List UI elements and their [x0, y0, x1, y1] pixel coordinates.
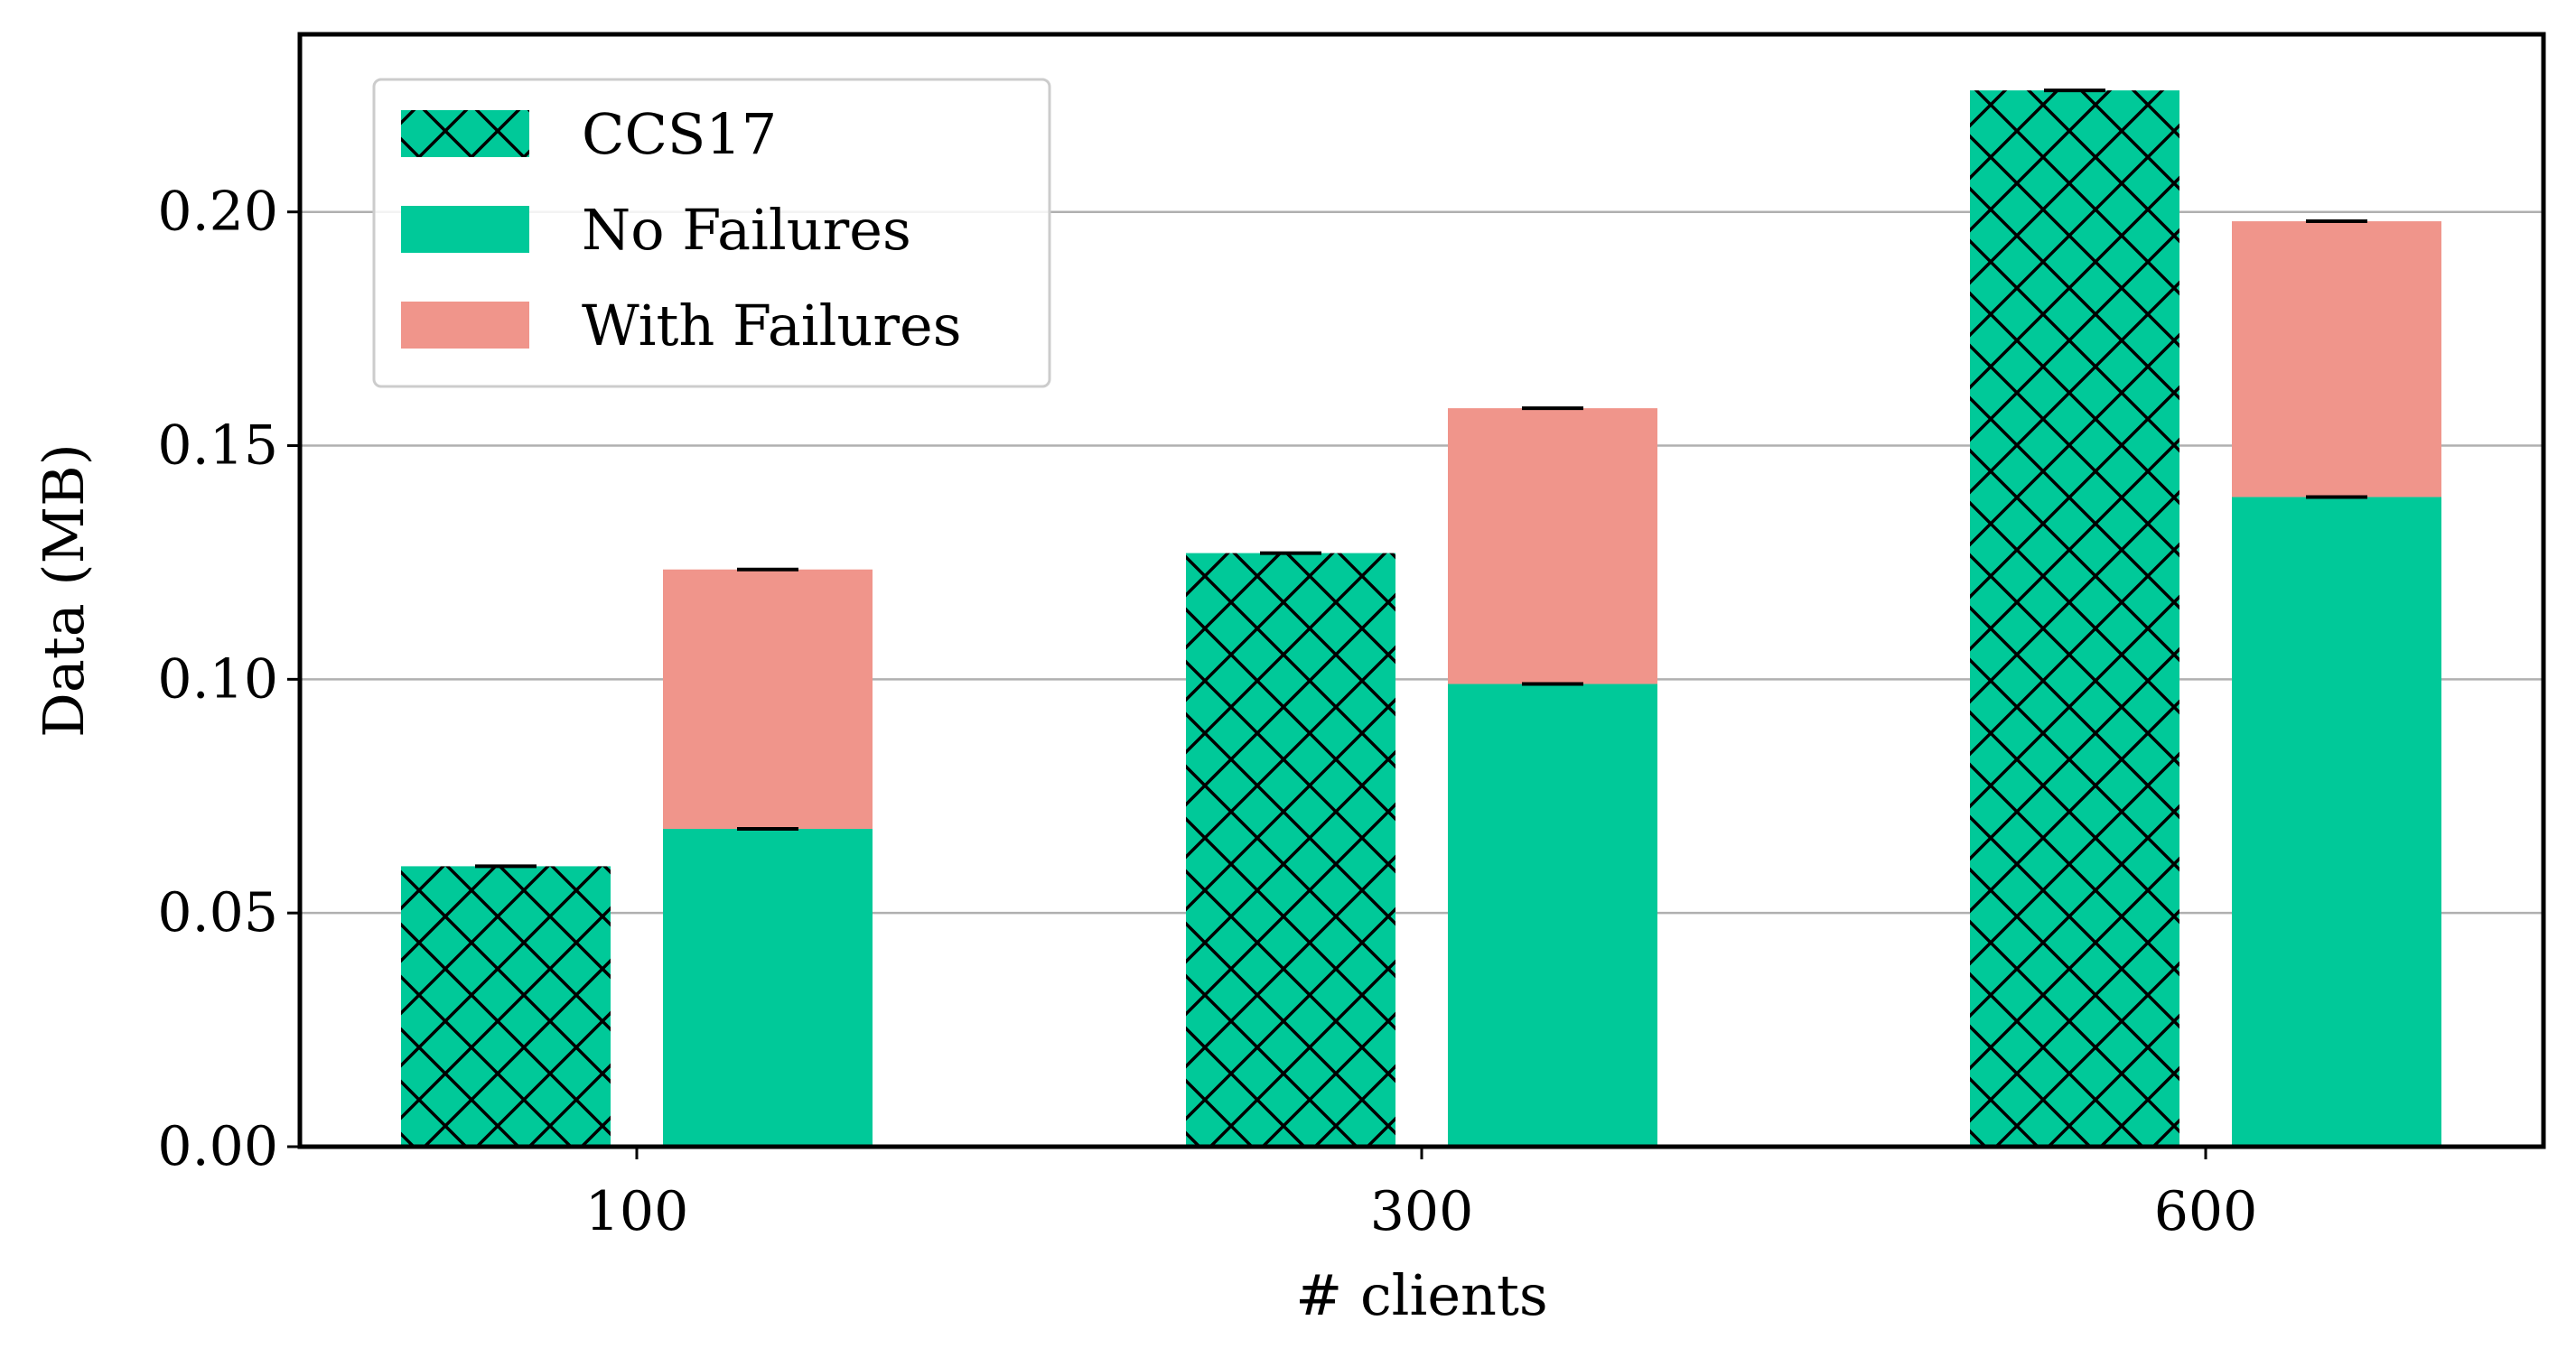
y-tick-label: 0.10 — [157, 647, 278, 711]
bar-ccs17 — [401, 866, 611, 1147]
x-tick-label: 600 — [2154, 1180, 2258, 1243]
bar-ccs17 — [1186, 553, 1395, 1147]
legend-swatch-no-failures — [401, 206, 529, 253]
bar-no-failures — [663, 829, 873, 1147]
bar-with-failures — [2232, 221, 2441, 498]
bar-no-failures — [2232, 497, 2441, 1147]
legend-swatch-with-failures — [401, 302, 529, 349]
x-tick-label: 100 — [585, 1180, 689, 1243]
x-axis-label: # clients — [1295, 1262, 1547, 1328]
bar-with-failures — [663, 569, 873, 829]
x-tick-label: 300 — [1370, 1180, 1474, 1243]
legend-swatch-ccs17 — [401, 110, 529, 157]
legend: CCS17 No Failures With Failures — [372, 78, 1051, 388]
y-axis-label: Data (MB) — [31, 443, 97, 738]
y-tick-label: 0.15 — [157, 414, 278, 478]
y-tick-label: 0.05 — [157, 881, 278, 944]
y-tick-label: 0.20 — [157, 181, 278, 244]
bar-no-failures — [1448, 684, 1657, 1147]
y-tick-label: 0.00 — [157, 1115, 278, 1178]
bar-with-failures — [1448, 408, 1657, 684]
legend-label-with-failures: With Failures — [582, 293, 962, 358]
legend-box — [372, 78, 1051, 388]
legend-label-ccs17: CCS17 — [582, 101, 777, 167]
legend-label-no-failures: No Failures — [582, 197, 911, 263]
bar-ccs17 — [1970, 90, 2179, 1147]
